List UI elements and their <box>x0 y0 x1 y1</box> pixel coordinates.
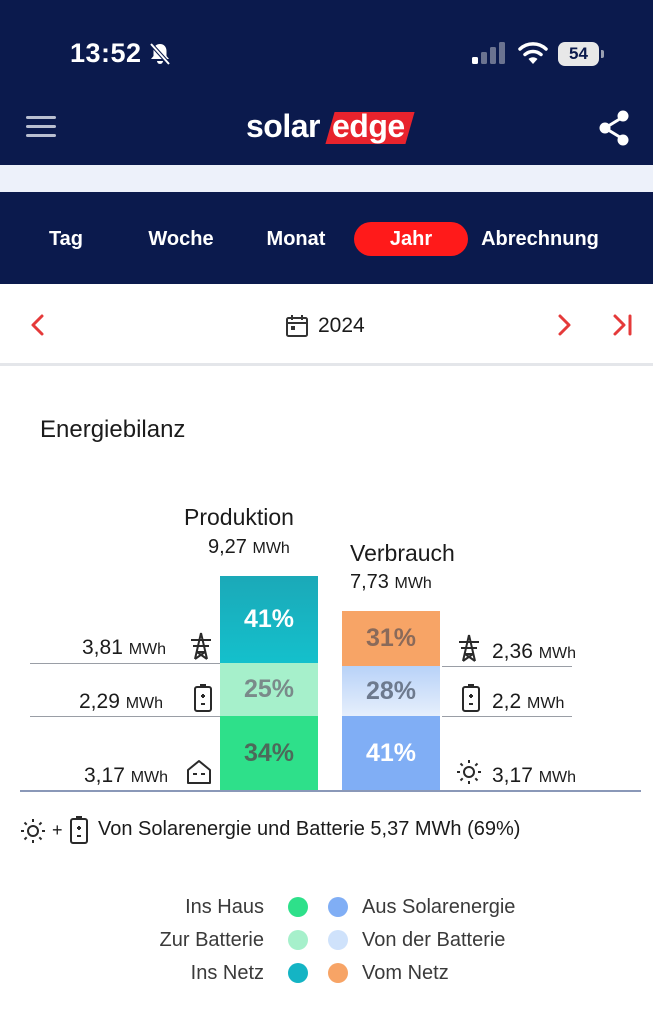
consumption-segment-solar[interactable]: 41% <box>342 716 440 790</box>
consumption-segment-battery[interactable]: 28% <box>342 666 440 716</box>
consumption-battery-value: 2,2 MWh <box>492 690 564 714</box>
logo-solar-text: solar <box>246 108 320 144</box>
grid-tower-icon <box>459 634 479 662</box>
header-divider <box>0 165 653 192</box>
value-number: 3,81 <box>82 636 123 659</box>
summary-text: Von Solarenergie und Batterie 5,37 MWh (… <box>98 818 521 840</box>
legend-label: Vom Netz <box>362 962 449 984</box>
segment-percent: 41% <box>243 605 295 633</box>
legend-swatch <box>288 897 308 917</box>
legend-label: Ins Haus <box>185 896 264 918</box>
value-unit: MWh <box>527 695 565 712</box>
next-period-icon[interactable] <box>552 312 576 338</box>
value-number: 3,17 <box>84 764 125 787</box>
production-segment-grid[interactable]: 41% <box>220 576 318 663</box>
consumption-grid-value: 2,36 MWh <box>492 640 576 664</box>
bell-muted-icon <box>149 42 171 66</box>
value-number: 3,17 <box>492 764 533 787</box>
tab-abrechnung[interactable]: Abrechnung <box>481 228 599 250</box>
legend-swatch <box>328 930 348 950</box>
house-icon <box>187 760 211 784</box>
battery-icon <box>462 684 480 712</box>
segment-percent: 25% <box>243 675 295 703</box>
date-navigation: 2024 <box>0 284 653 366</box>
legend-label: Ins Netz <box>190 962 264 984</box>
production-segment-house[interactable]: 34% <box>220 716 318 790</box>
battery-level: 54 <box>558 42 599 66</box>
value-unit: MWh <box>128 641 167 658</box>
consumption-segment-grid[interactable]: 31% <box>342 611 440 666</box>
chart-baseline <box>20 790 641 792</box>
consumption-total-unit: MWh <box>394 575 432 592</box>
wifi-icon <box>518 42 548 64</box>
tab-jahr[interactable]: Jahr <box>354 222 468 256</box>
value-number: 2,2 <box>492 690 522 713</box>
consumption-solar-value: 3,17 MWh <box>492 764 576 788</box>
segment-percent: 31% <box>365 624 417 652</box>
production-total: 9,27 MWh <box>208 536 290 559</box>
production-battery-value: 2,29 MWh <box>79 690 163 714</box>
row-divider <box>30 663 220 664</box>
share-icon[interactable] <box>596 108 632 148</box>
segment-percent: 28% <box>365 677 417 705</box>
production-total-unit: MWh <box>252 540 290 557</box>
menu-icon[interactable] <box>26 116 56 140</box>
tab-tag[interactable]: Tag <box>48 228 84 250</box>
legend-swatch <box>288 963 308 983</box>
value-unit: MWh <box>130 769 169 786</box>
row-divider <box>442 716 572 717</box>
production-segment-battery[interactable]: 25% <box>220 663 318 716</box>
summary-plus: + <box>52 820 63 840</box>
consumption-total: 7,73 MWh <box>350 571 432 594</box>
segment-percent: 34% <box>243 739 295 767</box>
legend-swatch <box>288 930 308 950</box>
battery-icon <box>70 816 88 844</box>
calendar-icon[interactable] <box>285 314 309 338</box>
section-title: Energiebilanz <box>40 416 186 443</box>
consumption-title: Verbrauch <box>350 540 455 566</box>
tab-monat[interactable]: Monat <box>266 228 326 250</box>
consumption-total-value: 7,73 <box>350 571 389 593</box>
battery-icon <box>194 684 212 712</box>
legend-label: Zur Batterie <box>159 929 264 951</box>
production-title: Produktion <box>184 504 294 530</box>
value-unit: MWh <box>538 645 577 662</box>
logo-edge-text: edge <box>332 108 405 144</box>
self-consumption-summary: + Von Solarenergie und Batterie 5,37 MWh… <box>20 816 640 846</box>
value-unit: MWh <box>538 769 577 786</box>
value-unit: MWh <box>125 695 164 712</box>
row-divider <box>30 716 220 717</box>
app-header: 13:52 54 solar edge <box>0 0 653 165</box>
status-time: 13:52 <box>70 38 142 68</box>
cell-signal-icon <box>472 42 505 64</box>
grid-tower-icon <box>191 632 211 660</box>
production-house-value: 3,17 MWh <box>84 764 168 788</box>
value-number: 2,36 <box>492 640 533 663</box>
sun-icon <box>21 819 45 843</box>
legend-swatch <box>328 963 348 983</box>
sun-icon <box>457 760 481 784</box>
tab-woche[interactable]: Woche <box>148 228 214 250</box>
previous-period-icon[interactable] <box>26 312 50 338</box>
value-number: 2,29 <box>79 690 120 713</box>
production-grid-value: 3,81 MWh <box>82 636 166 660</box>
selected-year[interactable]: 2024 <box>318 314 365 337</box>
period-tabs: Tag Woche Monat Jahr Abrechnung <box>0 192 653 284</box>
production-total-value: 9,27 <box>208 536 247 558</box>
last-period-icon[interactable] <box>610 312 634 338</box>
legend-label: Von der Batterie <box>362 929 506 951</box>
segment-percent: 41% <box>365 739 417 767</box>
solaredge-logo: solar edge <box>246 108 416 148</box>
legend-swatch <box>328 897 348 917</box>
legend-label: Aus Solarenergie <box>362 896 516 918</box>
row-divider <box>442 666 572 667</box>
battery-status-icon: 54 <box>558 42 604 66</box>
